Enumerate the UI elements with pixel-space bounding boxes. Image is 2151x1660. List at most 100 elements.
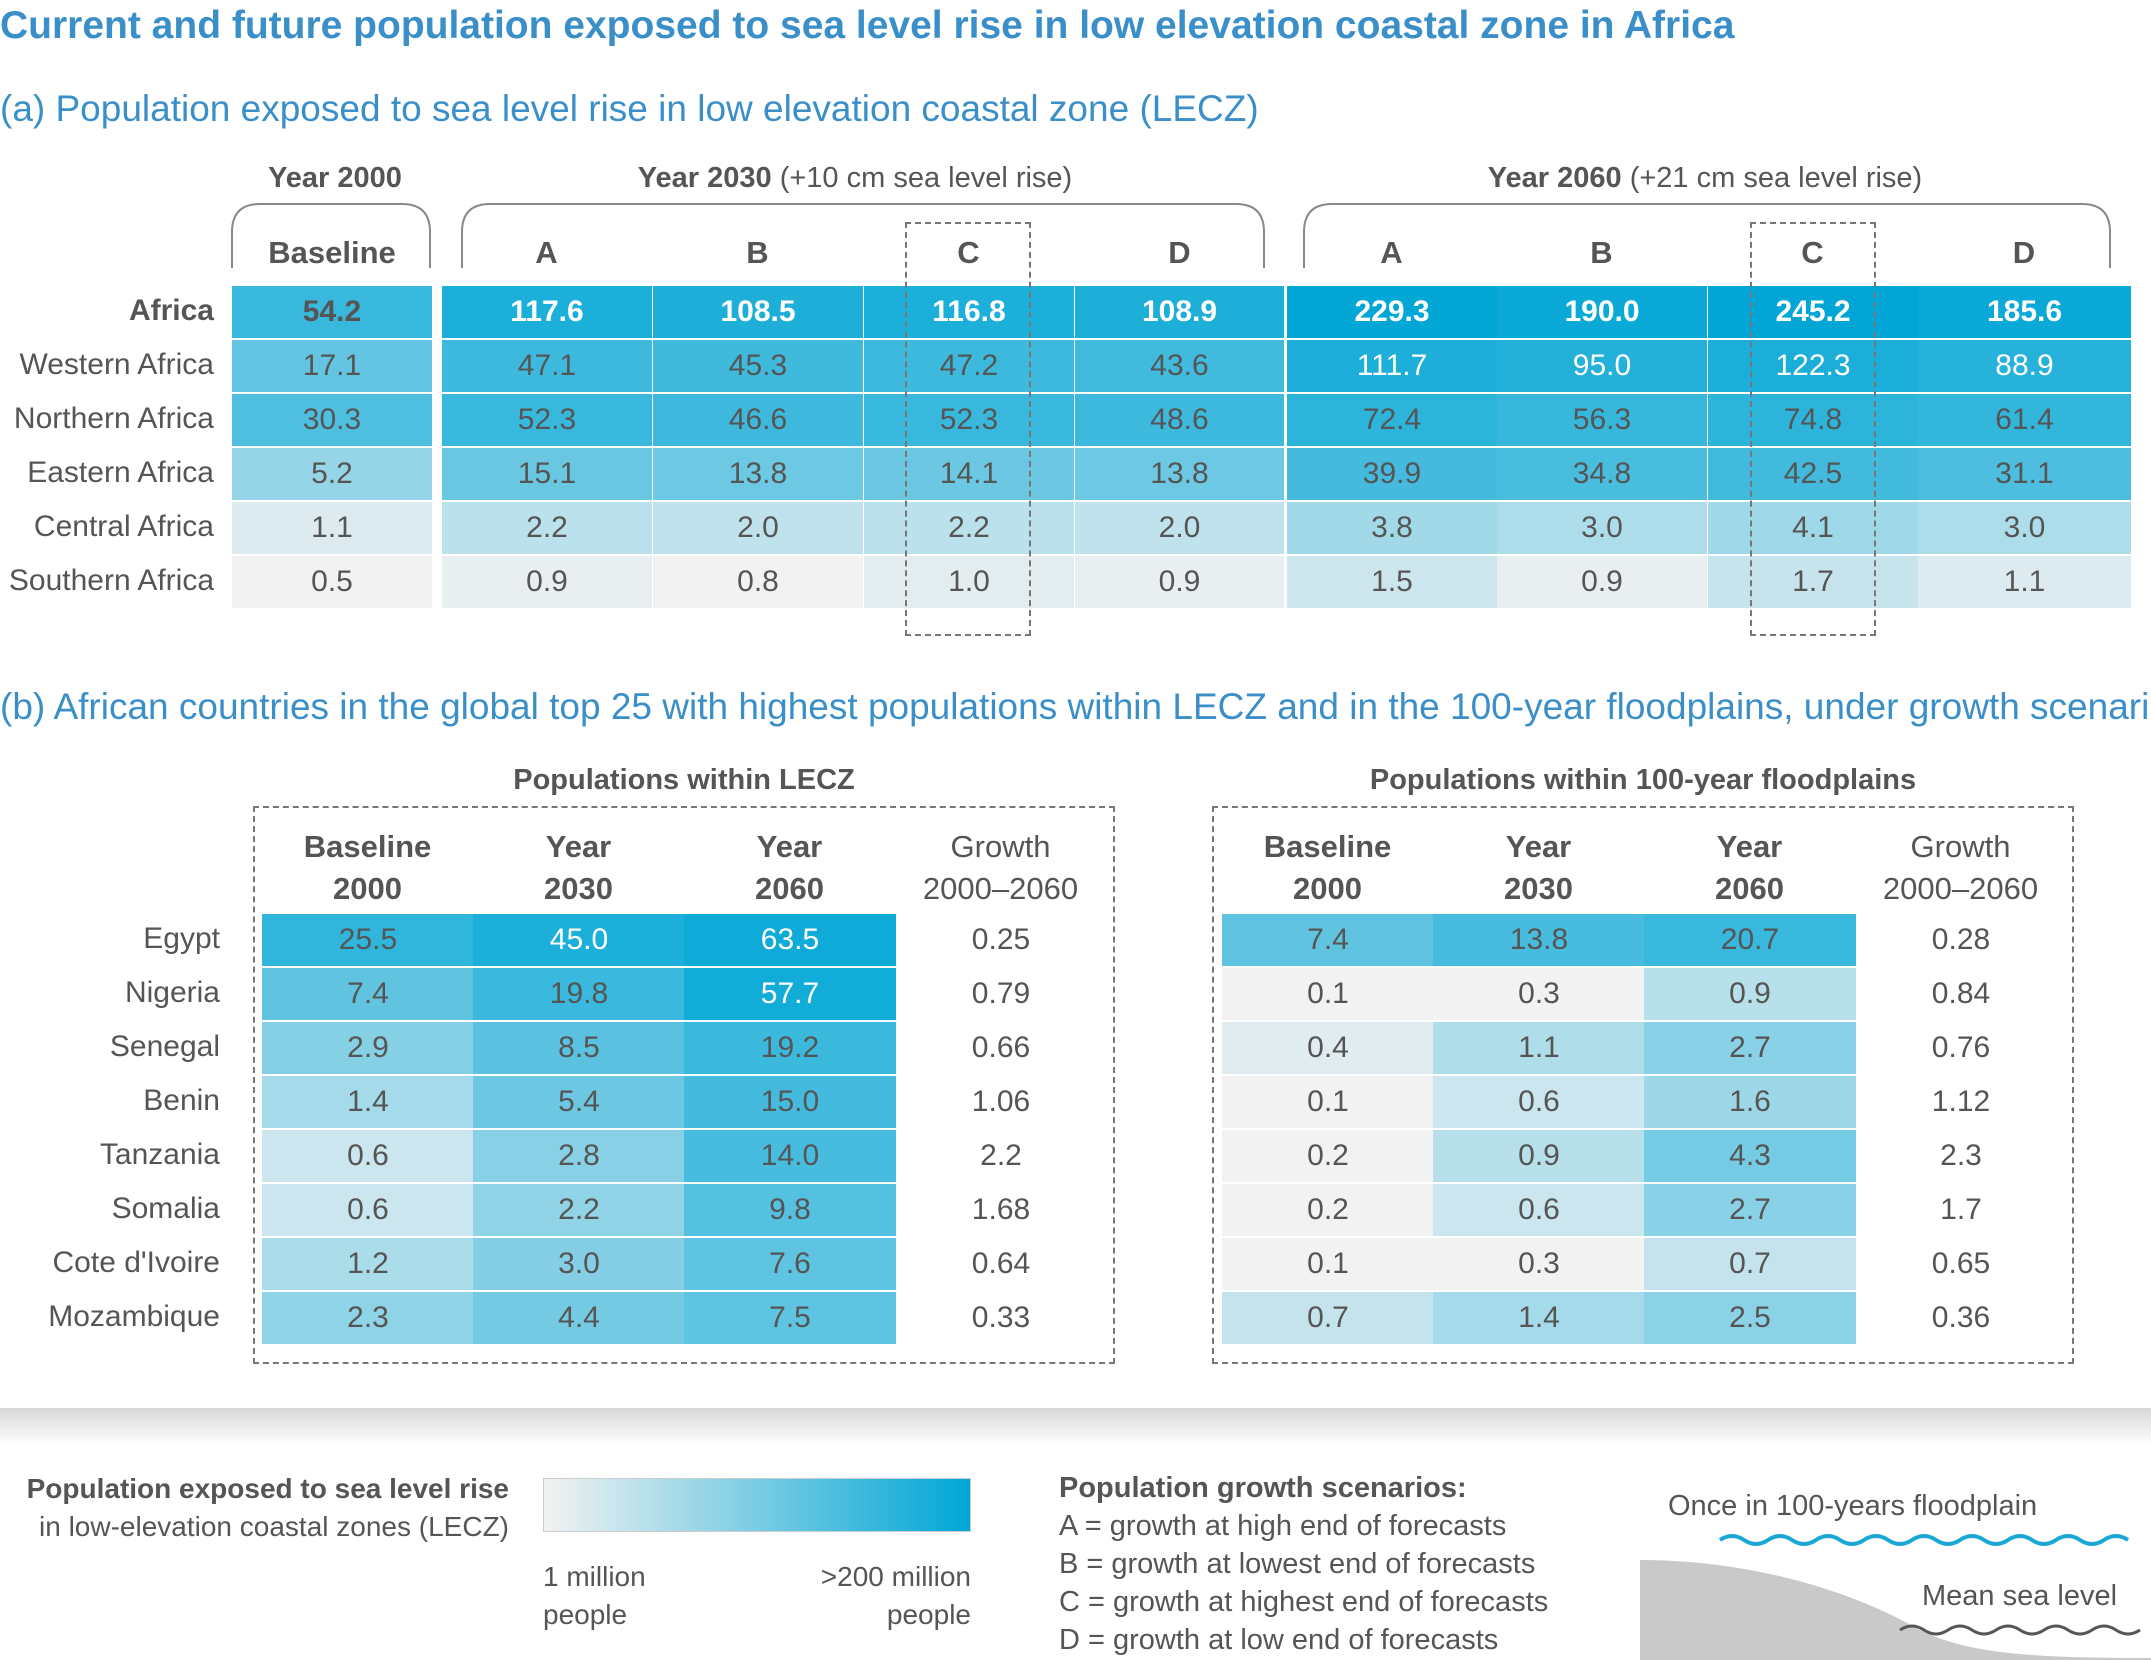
header-brackets	[231, 203, 2111, 268]
lecz-cell: 5.4	[473, 1076, 685, 1128]
scenario-d: D = growth at low end of forecasts	[1059, 1624, 1499, 1656]
lecz-cell: 0.66	[971, 1031, 1031, 1064]
lecz-cell: 1.68	[971, 1193, 1031, 1226]
country-label: Egypt	[143, 922, 220, 955]
floodplain-cell: 0.28	[1931, 923, 1991, 956]
panel-a-col-header: B	[1590, 235, 1613, 270]
lecz-col-header: Year 2060	[755, 829, 824, 906]
floodplain-cell: 2.7	[1644, 1022, 1856, 1074]
scenarios-title: Population growth scenarios:	[1059, 1472, 1467, 1504]
panel-a-cell: 17.1	[232, 340, 432, 392]
lecz-cell: 15.0	[684, 1076, 896, 1128]
lecz-col-header: Baseline 2000	[303, 829, 432, 906]
lecz-section-title: Populations within LECZ	[513, 764, 855, 796]
panel-a-row-label: Africa	[128, 294, 214, 327]
panel-a-cell: 117.6	[442, 286, 652, 338]
floodplain-col-header: Year 2060	[1715, 829, 1784, 906]
panel-a-col-header: D	[1168, 235, 1191, 270]
panel-a-cell: 0.5	[232, 556, 432, 608]
floodplain-illustration	[1640, 1534, 2151, 1660]
panel-a-cell: 52.3	[442, 394, 652, 446]
panel-a-cell: 111.7	[1287, 340, 1497, 392]
floodplain-cell: 0.1	[1222, 1238, 1434, 1290]
sea-level-label: Mean sea level	[1922, 1580, 2118, 1612]
floodplain-cell: 1.12	[1931, 1085, 1991, 1118]
lecz-cell: 0.33	[971, 1301, 1031, 1334]
lecz-cell: 2.3	[262, 1292, 474, 1344]
lecz-cell: 63.5	[684, 914, 896, 966]
panel-a-cell: 30.3	[232, 394, 432, 446]
lecz-cell: 2.9	[262, 1022, 474, 1074]
floodplain-cell: 13.8	[1433, 914, 1645, 966]
floodplain-cell: 0.6	[1433, 1184, 1645, 1236]
floodplain-cell: 0.4	[1222, 1022, 1434, 1074]
lecz-col-header: Growth 2000–2060	[922, 829, 1079, 906]
panel-a-cell: 13.8	[653, 448, 863, 500]
floodplain-cell: 1.7	[1940, 1193, 1982, 1226]
panel-a-cell: 3.8	[1287, 502, 1497, 554]
panel-a-row-label: Western Africa	[19, 348, 214, 381]
floodplain-cell: 7.4	[1222, 914, 1434, 966]
panel-a-cell: 1.1	[1918, 556, 2131, 608]
lecz-cell: 0.79	[971, 977, 1031, 1010]
lecz-col-header: Year 2030	[544, 829, 613, 906]
legend-exposure-title: Population exposed to sea level rise	[26, 1473, 509, 1504]
panel-a-col-header: A	[535, 235, 558, 270]
scenario-b: B = growth at lowest end of forecasts	[1059, 1548, 1536, 1580]
lecz-cell: 0.64	[971, 1247, 1031, 1280]
legend-low-label: 1 million people	[543, 1561, 646, 1630]
floodplain-cell: 2.3	[1940, 1139, 1982, 1172]
panel-a-cell: 1.0	[864, 556, 1074, 608]
lecz-cell: 1.2	[262, 1238, 474, 1290]
lecz-cell: 14.0	[684, 1130, 896, 1182]
floodplain-cell: 0.84	[1931, 977, 1991, 1010]
floodplain-cell: 0.3	[1433, 1238, 1645, 1290]
panel-a-cell: 95.0	[1497, 340, 1707, 392]
legend-divider	[0, 1408, 2151, 1446]
panel-a-cell: 185.6	[1918, 286, 2131, 338]
floodplain-cell: 2.5	[1644, 1292, 1856, 1344]
legend-high-label: >200 million people	[820, 1561, 971, 1630]
scenario-c: C = growth at highest end of forecasts	[1059, 1586, 1549, 1618]
floodplain-cell: 0.7	[1644, 1238, 1856, 1290]
lecz-cell: 19.2	[684, 1022, 896, 1074]
floodplain-cell: 0.3	[1433, 968, 1645, 1020]
panel-a-cell: 61.4	[1918, 394, 2131, 446]
floodplain-cell: 4.3	[1644, 1130, 1856, 1182]
floodplain-cell: 1.4	[1433, 1292, 1645, 1344]
header-year-2030: Year 2030 (+10 cm sea level rise)	[637, 162, 1073, 194]
coast-slope-shape	[1640, 1560, 2151, 1660]
panel-a-cell: 0.9	[1497, 556, 1707, 608]
panel-a-cell: 48.6	[1075, 394, 1284, 446]
legend-gradient-bar	[543, 1478, 971, 1532]
panel-a-cell: 116.8	[864, 286, 1074, 338]
lecz-cell: 45.0	[473, 914, 685, 966]
panel-a-cell: 56.3	[1497, 394, 1707, 446]
panel-a-cell: 3.0	[1497, 502, 1707, 554]
panel-a-row-label: Northern Africa	[13, 402, 214, 435]
panel-a-cell: 1.7	[1708, 556, 1918, 608]
panel-a-col-header: A	[1380, 235, 1403, 270]
panel-a-cell: 14.1	[864, 448, 1074, 500]
floodplain-cell: 0.1	[1222, 968, 1434, 1020]
panel-a-cell: 2.0	[1075, 502, 1284, 554]
country-label: Somalia	[111, 1192, 220, 1225]
floodplain-cell: 0.36	[1931, 1301, 1991, 1334]
lecz-cell: 57.7	[684, 968, 896, 1020]
country-label: Mozambique	[48, 1300, 220, 1333]
panel-a-cell: 5.2	[232, 448, 432, 500]
panel-a-cell: 47.2	[864, 340, 1074, 392]
panel-a-row-label: Central Africa	[33, 510, 214, 543]
legend-exposure-subtitle: in low-elevation coastal zones (LECZ)	[39, 1511, 509, 1542]
panel-a-cell: 190.0	[1497, 286, 1707, 338]
lecz-cell: 7.5	[684, 1292, 896, 1344]
panel-a-cell: 3.0	[1918, 502, 2131, 554]
country-label: Senegal	[109, 1030, 220, 1063]
header-year-2000: Year 2000	[268, 162, 402, 194]
country-label: Benin	[143, 1084, 220, 1117]
sea-level-wave-icon	[1899, 1624, 2141, 1636]
floodplain-col-header: Baseline 2000	[1263, 829, 1392, 906]
panel-a-col-header: D	[2012, 235, 2036, 270]
floodplain-table-frame	[1212, 806, 2074, 1364]
lecz-cell: 2.2	[980, 1139, 1022, 1172]
